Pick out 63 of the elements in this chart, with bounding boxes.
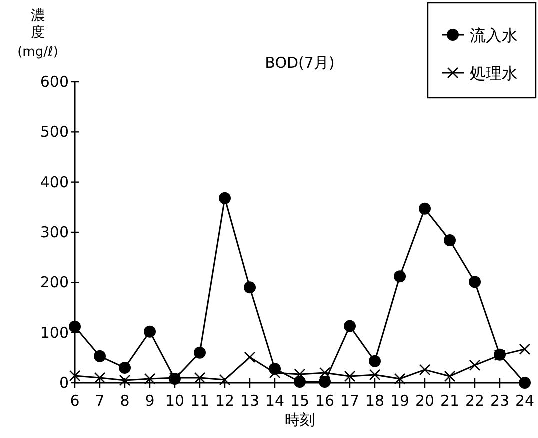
chart-title: BOD(7月) [265, 54, 335, 72]
legend-label: 流入水 [470, 26, 518, 45]
y-axis-title: 濃度(mg/ℓ) [18, 8, 58, 60]
y-tick-label: 100 [40, 324, 69, 342]
point [519, 344, 531, 356]
x-tick-label: 11 [190, 392, 210, 410]
point [369, 369, 381, 381]
x-tick-label: 23 [490, 392, 510, 410]
point [519, 377, 531, 389]
x-tick-label: 18 [365, 392, 385, 410]
point [419, 202, 431, 215]
x-tick-label: 22 [465, 392, 485, 410]
y-tick-label: 500 [40, 123, 69, 142]
point [444, 370, 456, 382]
point [369, 355, 381, 368]
point [294, 376, 306, 388]
point [319, 367, 331, 379]
x-tick-label: 7 [95, 392, 105, 410]
point [119, 374, 131, 386]
x-tick-label: 16 [315, 392, 335, 410]
x-tick-label: 9 [145, 392, 155, 410]
point [219, 374, 231, 386]
x-tick-label: 13 [240, 392, 260, 410]
point [94, 350, 106, 362]
y-tick-label: 400 [40, 173, 69, 192]
x-tick-label: 20 [415, 392, 435, 410]
point [194, 372, 206, 384]
point [344, 370, 356, 382]
point [94, 372, 106, 384]
x-tick-label: 24 [515, 392, 535, 410]
point [294, 368, 306, 380]
x-tick-label: 14 [265, 392, 285, 410]
x-tick-label: 12 [215, 392, 235, 410]
point [469, 360, 481, 372]
y-tick-label: 600 [40, 73, 69, 91]
x-tick-label: 15 [290, 392, 310, 410]
point [419, 364, 431, 376]
x-tick-label: 8 [120, 392, 130, 410]
x-tick-label: 10 [165, 392, 185, 410]
point [244, 282, 256, 294]
point [194, 346, 206, 359]
point [69, 320, 81, 333]
point [344, 320, 356, 332]
point [119, 362, 131, 374]
point [319, 376, 331, 388]
legend-label: 処理水 [470, 64, 518, 83]
point [219, 192, 231, 204]
x-axis-title: 時刻 [285, 411, 315, 429]
y-tick-label: 200 [40, 274, 69, 292]
y-tick-label: 300 [40, 224, 69, 242]
point [394, 270, 406, 283]
point [244, 352, 256, 364]
point [469, 276, 481, 288]
x-tick-label: 17 [340, 392, 360, 410]
x-tick-label: 19 [390, 392, 410, 410]
x-tick-label: 6 [70, 392, 80, 410]
point [144, 373, 156, 385]
point [444, 234, 456, 247]
point [394, 373, 406, 385]
y-tick-label: 0 [59, 374, 69, 392]
point [69, 370, 81, 382]
point [144, 326, 156, 338]
x-tick-label: 21 [440, 392, 460, 410]
